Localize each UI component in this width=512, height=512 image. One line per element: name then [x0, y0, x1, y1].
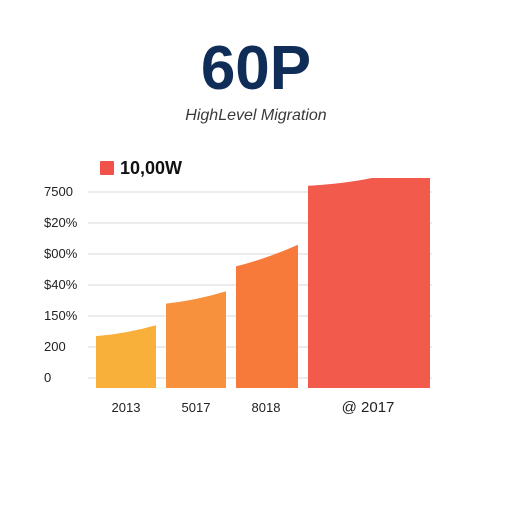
- y-tick-label: 7500: [44, 184, 73, 199]
- legend-label: 10,00W: [120, 157, 183, 178]
- legend: 10,00W: [100, 158, 182, 178]
- bar-3: [236, 244, 298, 388]
- x-category-label: @ 2017: [342, 399, 395, 416]
- y-tick-label: $40%: [44, 277, 78, 292]
- bar-1: [96, 325, 156, 388]
- y-tick-label: 150%: [44, 308, 78, 323]
- chart-subtitle: HighLevel Migration: [185, 107, 327, 124]
- bar-4: [308, 178, 430, 388]
- legend-swatch: [100, 161, 114, 175]
- x-category-label: 2013: [112, 400, 141, 415]
- x-category-label: 5017: [182, 400, 211, 415]
- y-tick-label: 0: [44, 370, 51, 385]
- y-tick-label: $20%: [44, 215, 78, 230]
- y-tick-label: 200: [44, 339, 66, 354]
- chart-title: 60P: [200, 34, 312, 103]
- x-category-label: 8018: [252, 400, 281, 415]
- bar-2: [166, 291, 226, 388]
- y-tick-label: $00%: [44, 246, 78, 261]
